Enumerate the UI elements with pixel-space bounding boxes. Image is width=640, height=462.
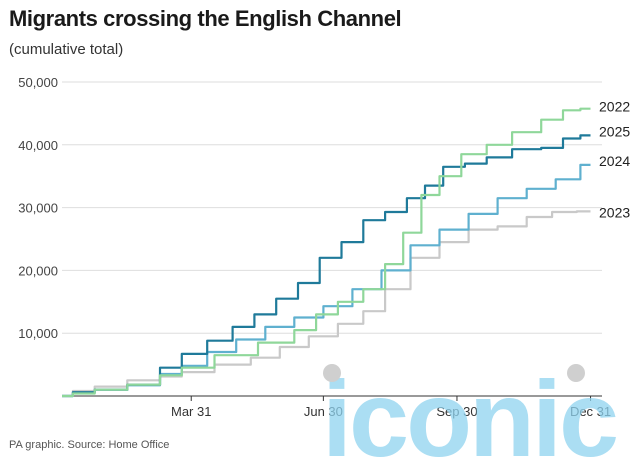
- series-label-2024: 2024: [599, 153, 630, 169]
- x-tick-label: Dec 31: [570, 404, 611, 419]
- series-line-2025: [62, 134, 591, 398]
- y-axis-ticks: 10,000 20,000 30,000 40,000 50,000: [18, 75, 58, 341]
- watermark: iconic: [322, 358, 619, 462]
- chart-title: Migrants crossing the English Channel: [9, 6, 402, 31]
- x-tick-label: Sep 30: [436, 404, 477, 419]
- y-tick-label: 20,000: [18, 263, 58, 278]
- x-tick-label: Mar 31: [171, 404, 211, 419]
- y-tick-label: 50,000: [18, 75, 58, 90]
- x-tick-label: Jun 30: [304, 404, 343, 419]
- series-line-2023: [62, 210, 591, 398]
- series-label-2025: 2025: [599, 123, 630, 139]
- y-tick-label: 30,000: [18, 201, 58, 216]
- series-label-2022: 2022: [599, 99, 630, 115]
- y-tick-label: 10,000: [18, 326, 58, 341]
- series-labels: 2022 2025 2024 2023: [599, 99, 630, 221]
- chart-subtitle: (cumulative total): [9, 41, 124, 58]
- series-label-2023: 2023: [599, 204, 630, 220]
- y-tick-label: 40,000: [18, 138, 58, 153]
- series-lines: [62, 107, 591, 398]
- series-line-2022: [62, 107, 591, 398]
- watermark-dot: [323, 364, 341, 382]
- gridlines: [62, 81, 602, 397]
- watermark-dot: [567, 364, 585, 382]
- x-axis-ticks: Mar 31 Jun 30 Sep 30 Dec 31: [171, 396, 611, 419]
- source-note: PA graphic. Source: Home Office: [9, 439, 170, 451]
